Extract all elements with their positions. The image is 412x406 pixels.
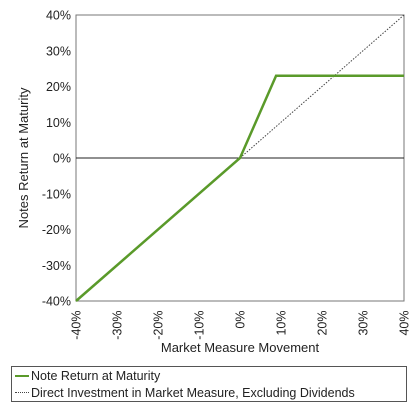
legend: Note Return at Maturity Direct Investmen…	[11, 366, 407, 402]
x-tick-label: -20%	[152, 311, 166, 340]
plot-area	[75, 14, 405, 302]
legend-swatch-dotted	[15, 392, 29, 393]
legend-item-direct-investment: Direct Investment in Market Measure, Exc…	[15, 384, 355, 401]
legend-label: Direct Investment in Market Measure, Exc…	[31, 385, 355, 400]
series-layer	[75, 14, 405, 302]
x-tick-label: 0%	[234, 311, 248, 329]
y-tick-label: 0%	[53, 152, 71, 166]
payoff-chart: 40%30%20%10%0%-10%-20%-30%-40% -40% -30% -…	[16, 9, 412, 356]
legend-swatch-solid-green	[15, 374, 29, 377]
y-axis-title: Notes Return at Maturity	[16, 87, 31, 228]
series-line-note-return	[75, 74, 404, 302]
x-tick-label: 10%	[275, 311, 289, 336]
legend-label: Note Return at Maturity	[31, 368, 161, 383]
x-tick-label: -30%	[111, 311, 125, 340]
y-tick-label: -40%	[42, 295, 71, 309]
y-tick-label: 40%	[46, 9, 71, 23]
y-tick-label: 30%	[46, 44, 71, 58]
x-tick-label: -10%	[193, 311, 207, 340]
y-axis-ticks: 40% 30% 20% 10% 0% -10% -20% -30% -40%	[42, 9, 71, 309]
x-axis-title: Market Measure Movement	[161, 340, 320, 355]
x-axis-ticks: -40% -30% -20% -10% 0% 10% 20% 30% 40%	[70, 311, 412, 340]
x-tick-label: -40%	[70, 311, 84, 340]
legend-item-note-return: Note Return at Maturity	[15, 367, 160, 384]
y-tick-label: -10%	[42, 187, 71, 201]
x-tick-label: 30%	[357, 311, 371, 336]
series-line-direct-investment	[239, 14, 405, 159]
y-tick-label: -20%	[42, 223, 71, 237]
y-tick-label: 20%	[46, 80, 71, 94]
x-tick-label: 20%	[316, 311, 330, 336]
y-tick-label: -30%	[42, 259, 71, 273]
y-tick-label: 10%	[46, 116, 71, 130]
x-tick-label: 40%	[398, 311, 412, 336]
